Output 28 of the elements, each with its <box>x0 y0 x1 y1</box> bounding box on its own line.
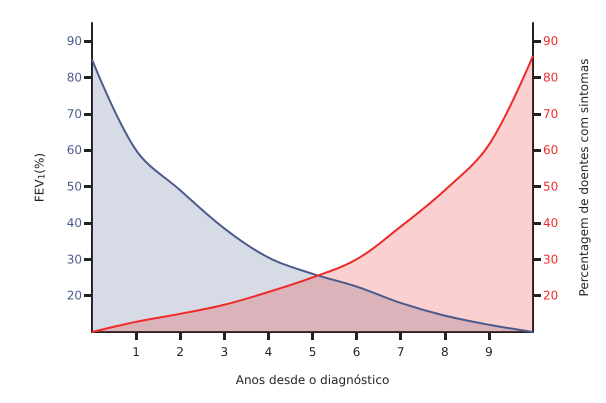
x-tick-label: 1 <box>132 345 140 359</box>
x-tick-label: 6 <box>352 345 360 359</box>
x-tick-label: 5 <box>308 345 316 359</box>
x-tick-label: 7 <box>396 345 405 359</box>
y-tick-label: 60 <box>66 143 82 158</box>
y2-tick-label: 50 <box>543 180 558 194</box>
y-tick-label: 30 <box>66 252 82 266</box>
y-tick-label: 80 <box>66 70 82 85</box>
y-axis-title: FEV1(%) <box>32 152 48 202</box>
y-tick-label: 50 <box>66 180 82 194</box>
y-tick-label: 90 <box>66 34 82 48</box>
x-tick-label: 4 <box>264 345 272 359</box>
y-tick-label: 40 <box>66 216 82 230</box>
y2-tick-label: 60 <box>543 143 558 158</box>
x-axis-title: Anos desde o diagnóstico <box>236 373 390 387</box>
x-tick-label: 3 <box>220 345 228 359</box>
y2-tick-label: 40 <box>543 216 558 230</box>
y2-tick-label: 90 <box>543 34 558 48</box>
y-tick-label: 70 <box>66 106 82 121</box>
y2-tick-label: 80 <box>543 70 558 85</box>
x-tick-label: 2 <box>176 345 184 359</box>
x-tick-label: 8 <box>440 345 449 359</box>
y2-tick-label: 70 <box>543 106 558 121</box>
y2-axis-title: Percentagem de doentes com sintomas <box>577 58 591 296</box>
y-tick-label: 20 <box>66 288 82 303</box>
x-tick-label: 9 <box>485 345 493 359</box>
y2-tick-label: 20 <box>543 288 558 303</box>
y2-tick-label: 30 <box>543 252 558 266</box>
